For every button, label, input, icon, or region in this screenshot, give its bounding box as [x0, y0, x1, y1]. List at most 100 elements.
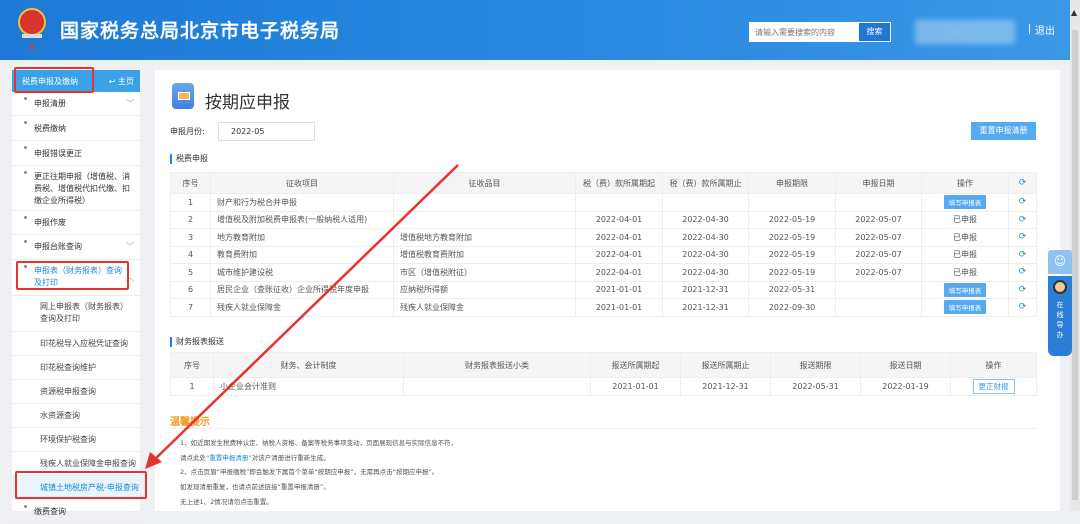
refresh-icon[interactable]: ⟳: [1008, 210, 1037, 229]
table-row: 1 财产和行为税合并申报 填写申报表 ⟳: [170, 193, 1037, 212]
table-cell: 填写申报表: [921, 280, 1009, 299]
table-cell: 增值税教育费附加: [393, 245, 576, 264]
refresh-icon[interactable]: ⟳: [1008, 263, 1037, 282]
month-input[interactable]: 2022-05: [218, 122, 315, 141]
column-header: 序号: [170, 172, 211, 194]
refresh-icon[interactable]: ⟳: [1008, 245, 1037, 264]
table-row: 4 教育费附加 增值税教育费附加 2022-04-01 2022-04-30 2022-0…: [170, 245, 1037, 264]
table-cell: [393, 210, 576, 229]
column-header: 报送期限: [770, 352, 861, 378]
column-header: 操作: [921, 172, 1009, 194]
sidebar-subitem-stamp-import[interactable]: 印花税导入应税凭证查询: [12, 332, 140, 356]
search-button[interactable]: 搜索: [858, 22, 891, 42]
table-row: 7 残疾人就业保障金 残疾人就业保障金 2021-01-01 2021-12-31 202…: [170, 298, 1037, 317]
table-cell: 2022-04-30: [662, 245, 749, 264]
table-row: 6 居民企业（查账征收）企业所得税年度申报 应纳税所得额 2021-01-01 2021…: [170, 280, 1037, 299]
table-cell: 已申报: [921, 245, 1009, 264]
table-cell: 3: [170, 228, 211, 247]
table-cell: 2022-05-07: [835, 228, 922, 247]
table-cell: [835, 193, 922, 212]
table-cell: 2: [170, 210, 211, 229]
sidebar-subitem-land-property-tax[interactable]: 城镇土地税房产税-申报查询: [12, 476, 140, 500]
refresh-icon[interactable]: ⟳: [1008, 298, 1037, 317]
table-cell: 应纳税所得额: [393, 280, 576, 299]
reset-declaration-link[interactable]: “重置申报清册”: [206, 454, 252, 462]
fill-declaration-button[interactable]: 填写申报表: [943, 282, 987, 297]
table-cell: 2022-01-19: [860, 377, 951, 396]
table-cell: 2022-05-31: [770, 377, 861, 396]
tips-title: 温馨提示: [170, 417, 210, 428]
tip-line: 2、点击页眉“申报缴税”即会触发下属首个菜单“按期应申报”，无需再点击“按期应申…: [180, 468, 439, 476]
refresh-all-icon[interactable]: ⟳: [1008, 172, 1037, 194]
sidebar-header: 税费申报及缴纳 ↩ 主页: [12, 70, 140, 92]
table-cell: 小企业会计准则: [213, 377, 404, 396]
sidebar-item-report-print[interactable]: 申报表（财务报表）查询及打印 ︿: [12, 260, 140, 296]
sidebar-item-past-correction[interactable]: 更正往期申报（增值税、消费税、增值税代扣代缴、扣缴企业所得税）: [12, 166, 140, 211]
sidebar-item-tax-payment[interactable]: 税费缴纳: [12, 116, 140, 141]
home-link[interactable]: ↩ 主页: [108, 76, 134, 86]
column-header: 报送所属期起: [590, 352, 681, 378]
table-row: 3 地方教育附加 增值税地方教育附加 2022-04-01 2022-04-30 2022…: [170, 228, 1037, 247]
sidebar-subitem-disabled-fund[interactable]: 残疾人就业保障金申报查询: [12, 452, 140, 476]
financial-report-table: 序号 财务、会计制度 财务报表报送小类 报送所属期起 报送所属期止 报送期限 报送日期 操作 1…: [170, 352, 1037, 396]
sidebar-item-declaration-list[interactable]: 申报清册 ﹀: [12, 92, 140, 116]
sidebar-subitem-water[interactable]: 水资源查询: [12, 404, 140, 428]
sidebar-subitem-resource-tax[interactable]: 资源税申报查询: [12, 380, 140, 404]
scrollbar-thumb[interactable]: [1072, 30, 1078, 500]
table-cell: 2022-05-19: [748, 263, 836, 282]
column-header: 税（费）款所属期起: [575, 172, 663, 194]
tax-declaration-table: 序号 征收项目 征收品目 税（费）款所属期起 税（费）款所属期止 申报期限 申报日期 操作 ⟳ 1…: [170, 172, 1037, 317]
fill-declaration-button[interactable]: 填写申报表: [943, 300, 987, 315]
table-cell: 2022-04-01: [575, 210, 663, 229]
annotation-box: [14, 67, 94, 93]
sidebar-item-error-correction[interactable]: 申报错误更正: [12, 141, 140, 166]
column-header: 财务、会计制度: [213, 352, 404, 378]
sidebar-subitem-online-report[interactable]: 网上申报表（财务报表）查询及打印: [12, 296, 140, 332]
tip-line: 请点此处“重置申报清册”对该户清册进行重新生成。: [180, 454, 330, 462]
table-cell: 2022-05-31: [748, 280, 836, 299]
sidebar-title[interactable]: 税费申报及缴纳: [22, 76, 78, 86]
sidebar-subitem-stamp-maint[interactable]: 印花税查询维护: [12, 356, 140, 380]
column-header: 申报日期: [835, 172, 922, 194]
column-header: 报送所属期止: [680, 352, 771, 378]
sidebar-subitem-environment[interactable]: 环境保护税查询: [12, 428, 140, 452]
fill-declaration-button[interactable]: 填写申报表: [943, 195, 987, 210]
back-arrow-icon: ↩: [108, 76, 118, 86]
table-cell: 2022-04-01: [575, 228, 663, 247]
table-cell: 1: [170, 193, 211, 212]
sidebar-item-ledger-query[interactable]: 申报台账查询 ﹀: [12, 235, 140, 260]
tip-line: 如发现清册重复，也请点前述链接“重置申报清册”。: [180, 483, 330, 491]
table-cell: 更正财报: [950, 377, 1037, 396]
sidebar: 税费申报及缴纳 ↩ 主页 申报清册 ﹀ 税费缴纳 申报错误更正 更正往期申报（增值…: [12, 70, 140, 524]
reset-declaration-button[interactable]: 重置申报清册: [971, 122, 1036, 140]
search-input[interactable]: [749, 22, 858, 42]
column-header: 操作: [950, 352, 1037, 378]
table-cell: 2022-04-30: [662, 263, 749, 282]
table-cell: [575, 193, 663, 212]
user-star-icon: ☺: [1048, 250, 1072, 274]
table-cell: 残疾人就业保障金: [393, 298, 576, 317]
table-cell: 2022-04-01: [575, 263, 663, 282]
table-cell: 增值税及附加税费申报表(一般纳税人适用): [210, 210, 394, 229]
sidebar-item-void[interactable]: 申报作废: [12, 211, 140, 235]
table-cell: 居民企业（查账征收）企业所得税年度申报: [210, 280, 394, 299]
scroll-up-icon[interactable]: ▲: [1071, 8, 1078, 17]
chevron-up-icon: ︿: [126, 273, 134, 282]
user-info-blurred: [915, 20, 1015, 44]
column-header: 税（费）款所属期止: [662, 172, 749, 194]
online-guide-widget[interactable]: ☺ 在线导办: [1048, 250, 1072, 356]
refresh-icon[interactable]: ⟳: [1008, 280, 1037, 299]
logout-link[interactable]: 退出: [1029, 22, 1055, 37]
refresh-icon[interactable]: ⟳: [1008, 228, 1037, 247]
table-cell: 2022-05-19: [748, 245, 836, 264]
correct-report-button[interactable]: 更正财报: [972, 378, 1015, 394]
table-cell: 2021-01-01: [575, 280, 663, 299]
column-header: 序号: [170, 352, 214, 378]
table-cell: 2022-04-01: [575, 245, 663, 264]
refresh-icon[interactable]: ⟳: [1008, 193, 1037, 212]
declaration-icon: [172, 83, 194, 109]
table-cell: 4: [170, 245, 211, 264]
section-title-tax: 税费申报: [170, 154, 208, 164]
table-cell: [403, 377, 591, 396]
sidebar-item-fee-query[interactable]: 缴费查询: [12, 500, 140, 524]
